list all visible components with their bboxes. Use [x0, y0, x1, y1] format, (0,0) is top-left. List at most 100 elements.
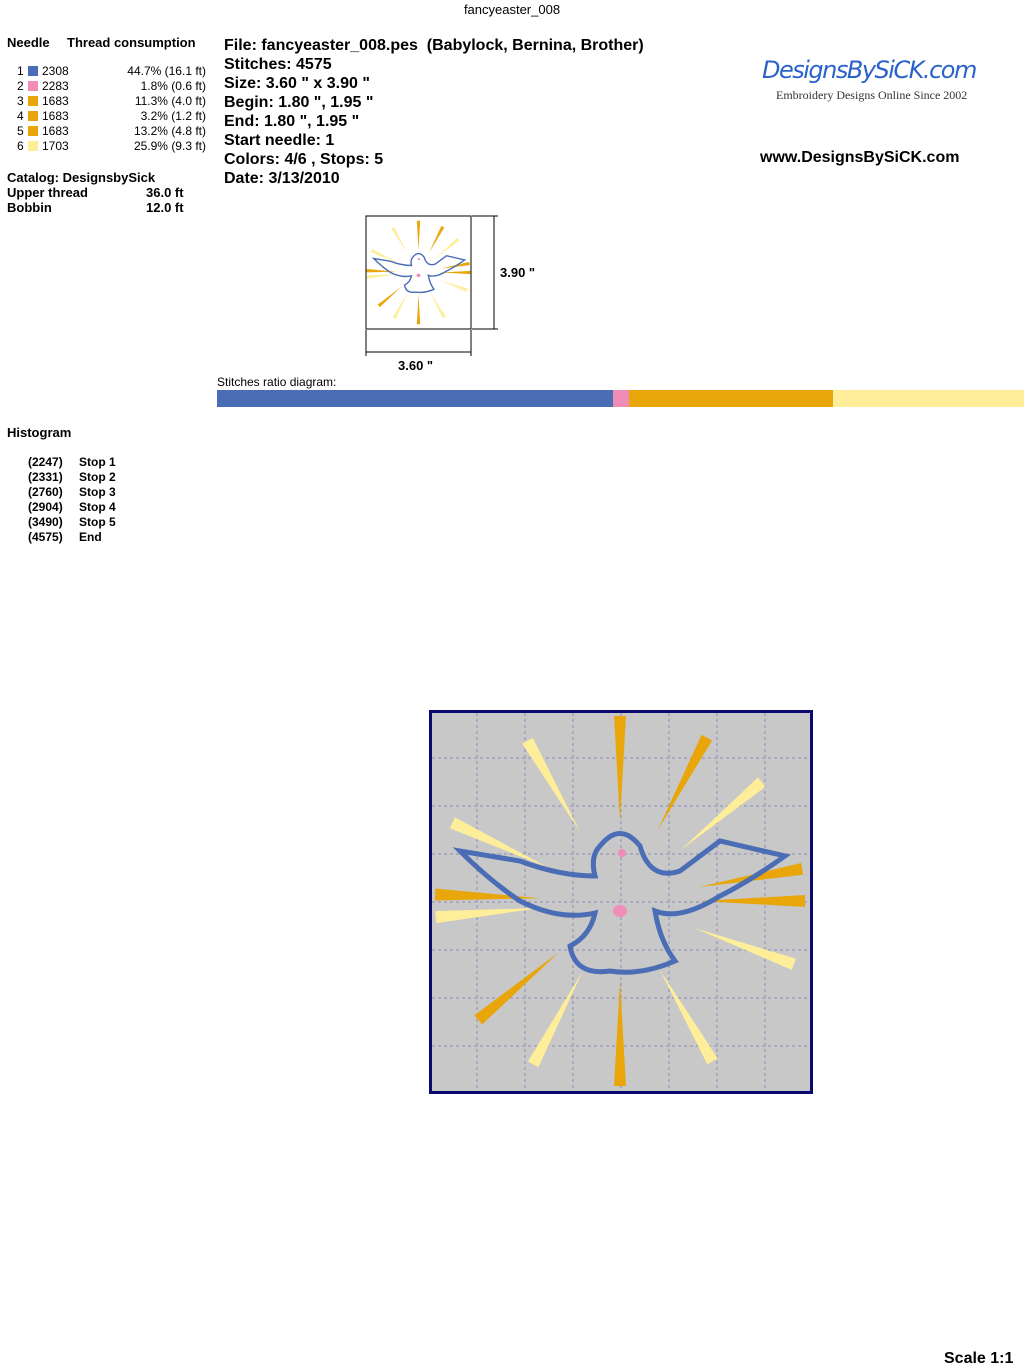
- histogram-item: (2904) Stop 4: [28, 500, 138, 515]
- end: End: 1.80 ", 1.95 ": [224, 113, 360, 130]
- thread-code: 1683: [42, 109, 69, 123]
- size: Size: 3.60 " x 3.90 ": [224, 75, 370, 92]
- ratio-segment: [628, 390, 833, 407]
- begin: Begin: 1.80 ", 1.95 ": [224, 94, 374, 111]
- needle-header: Needle: [7, 35, 50, 50]
- color-swatch: [28, 81, 38, 91]
- stop-label: End: [79, 530, 102, 544]
- color-swatch: [28, 141, 38, 151]
- ray: [522, 737, 580, 832]
- stitch-count: (2247): [28, 455, 63, 469]
- ray: [366, 274, 397, 279]
- stitch-count: (4575): [28, 530, 63, 544]
- ray: [614, 716, 626, 821]
- needle-number: 1: [17, 64, 24, 78]
- stop-label: Stop 5: [79, 515, 116, 529]
- stop-label: Stop 4: [79, 500, 116, 514]
- stop-label: Stop 1: [79, 455, 116, 469]
- bobbin-value: 12.0 ft: [146, 200, 184, 215]
- start-needle: Start needle: 1: [224, 132, 335, 149]
- thumbnail: [365, 215, 498, 356]
- thread-row: 3 1683 11.3% (4.0 ft): [17, 94, 212, 109]
- upper-thread-label: Upper thread: [7, 185, 88, 200]
- feet: [613, 905, 627, 917]
- color-swatch: [28, 66, 38, 76]
- feet: [416, 273, 421, 277]
- histogram-item: (3490) Stop 5: [28, 515, 138, 530]
- color-swatch: [28, 111, 38, 121]
- width-label: 3.60 ": [398, 358, 434, 373]
- thread-consumption: 3.2% (1.2 ft): [140, 109, 206, 123]
- histogram-item: (2760) Stop 3: [28, 485, 138, 500]
- ratio-segment: [613, 390, 629, 407]
- website-url[interactable]: www.DesignsBySiCK.com: [760, 149, 960, 166]
- thread-code: 2308: [42, 64, 69, 78]
- catalog: Catalog: DesignsbySick: [7, 170, 156, 185]
- beak: [618, 849, 626, 857]
- needle-number: 3: [17, 94, 24, 108]
- thread-consumption: 13.2% (4.8 ft): [133, 124, 206, 138]
- needle-number: 2: [17, 79, 24, 93]
- ray: [527, 971, 583, 1068]
- thread-code: 1703: [42, 139, 69, 153]
- ray: [377, 286, 402, 308]
- stitches-ratio-bar: [217, 390, 1024, 407]
- color-swatch: [28, 126, 38, 136]
- stitch-count: (3490): [28, 515, 63, 529]
- ray: [392, 292, 408, 320]
- thread-consumption: 44.7% (16.1 ft): [127, 64, 206, 78]
- ray: [435, 907, 541, 924]
- thread-row: 2 2283 1.8% (0.6 ft): [17, 79, 212, 94]
- ray: [440, 270, 471, 275]
- ratio-segment: [217, 390, 614, 407]
- color-swatch: [28, 96, 38, 106]
- consumption-header: Thread consumption: [67, 35, 196, 50]
- stop-label: Stop 2: [79, 470, 116, 484]
- design-info: File: fancyeaster_008.pes (Babylock, Ber…: [224, 36, 644, 188]
- ray: [614, 981, 626, 1086]
- stitch-count: (2331): [28, 470, 63, 484]
- ray: [416, 220, 421, 251]
- ray: [681, 777, 766, 850]
- thread-row: 4 1683 3.2% (1.2 ft): [17, 109, 212, 124]
- ray: [440, 261, 470, 269]
- logo-tagline: Embroidery Designs Online Since 2002: [776, 88, 968, 102]
- thread-consumption: 1.8% (0.6 ft): [140, 79, 206, 93]
- ray: [449, 817, 548, 868]
- ray: [700, 895, 805, 907]
- needle-number: 5: [17, 124, 24, 138]
- needle-number: 6: [17, 139, 24, 153]
- ray: [391, 226, 408, 254]
- height-label: 3.90 ": [500, 265, 536, 280]
- date: Date: 3/13/2010: [224, 170, 340, 187]
- file-name: File: fancyeaster_008.pes (Babylock, Ber…: [224, 37, 644, 54]
- ray: [695, 928, 796, 970]
- ray: [439, 280, 468, 292]
- stitch-count: (2904): [28, 500, 63, 514]
- thread-code: 2283: [42, 79, 69, 93]
- stop-label: Stop 3: [79, 485, 116, 499]
- bobbin-label: Bobbin: [7, 200, 52, 215]
- thread-row: 6 1703 25.9% (9.3 ft): [17, 139, 212, 154]
- logo: DesignsBySiCK.com: [762, 56, 977, 84]
- ray: [660, 970, 718, 1065]
- ray: [435, 237, 460, 259]
- thread-code: 1683: [42, 94, 69, 108]
- histogram-item: (4575) End: [28, 530, 138, 545]
- histogram-title: Histogram: [7, 425, 72, 440]
- histogram-item: (2331) Stop 2: [28, 470, 138, 485]
- ratio-label: Stitches ratio diagram:: [217, 375, 337, 389]
- ray: [429, 291, 446, 319]
- design-preview: [429, 710, 813, 1094]
- scale-label: Scale 1:1: [944, 1350, 1014, 1367]
- stitches: Stitches: 4575: [224, 56, 332, 73]
- stitch-count: (2760): [28, 485, 63, 499]
- ray: [657, 734, 713, 831]
- thread-code: 1683: [42, 124, 69, 138]
- beak: [417, 257, 421, 261]
- ray: [416, 294, 421, 325]
- ratio-segment: [832, 390, 1024, 407]
- needle-number: 4: [17, 109, 24, 123]
- ray: [698, 862, 804, 888]
- document-title: fancyeaster_008: [463, 2, 561, 17]
